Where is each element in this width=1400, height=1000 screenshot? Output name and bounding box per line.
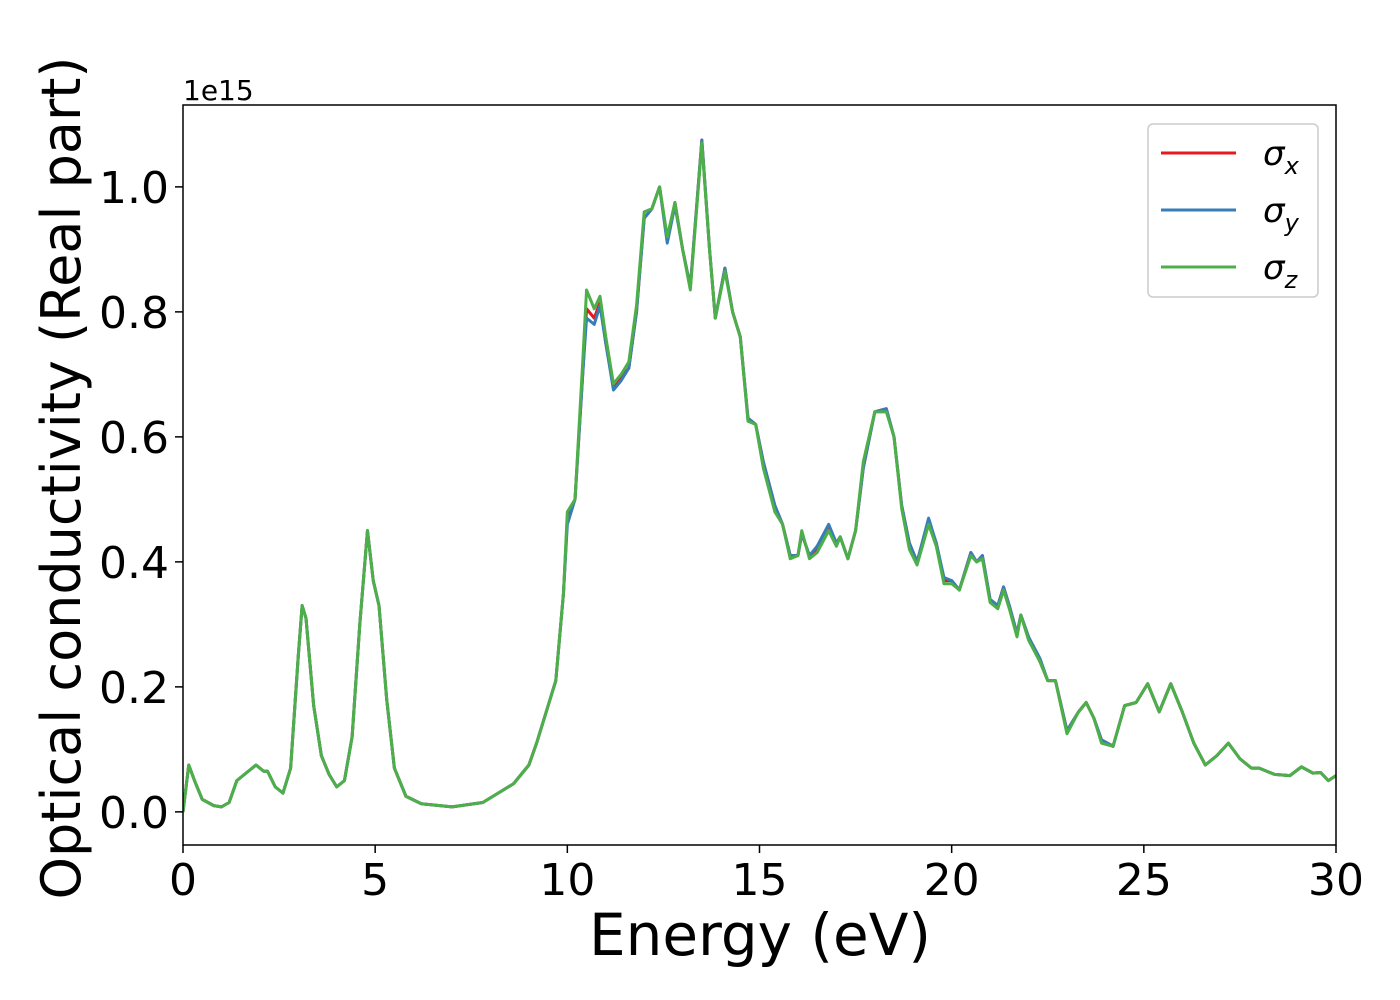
y-tick-label: 0.2 [99, 663, 169, 714]
y-tick-label: 0.4 [99, 538, 169, 589]
x-axis-label: Energy (eV) [589, 901, 931, 969]
y-offset-label: 1e15 [183, 74, 254, 107]
x-tick-label: 10 [539, 855, 595, 906]
y-tick-label: 1.0 [99, 163, 169, 214]
y-tick-label: 0.8 [99, 288, 169, 339]
legend-label: σx [1263, 134, 1300, 180]
y-tick-label: 0.6 [99, 413, 169, 464]
x-tick-label: 20 [924, 855, 980, 906]
x-tick-label: 15 [732, 855, 788, 906]
x-tick-label: 0 [169, 855, 197, 906]
legend-label: σy [1263, 191, 1300, 237]
plot-frame [182, 104, 1337, 846]
y-axis-label: Optical conductivity (Real part) [30, 57, 93, 900]
y-tick-label: 0.0 [99, 788, 169, 839]
x-tick-label: 30 [1308, 855, 1364, 906]
x-tick-label: 25 [1116, 855, 1172, 906]
x-tick-label: 5 [361, 855, 389, 906]
legend-label: σz [1263, 248, 1299, 294]
series-line [183, 141, 1336, 813]
